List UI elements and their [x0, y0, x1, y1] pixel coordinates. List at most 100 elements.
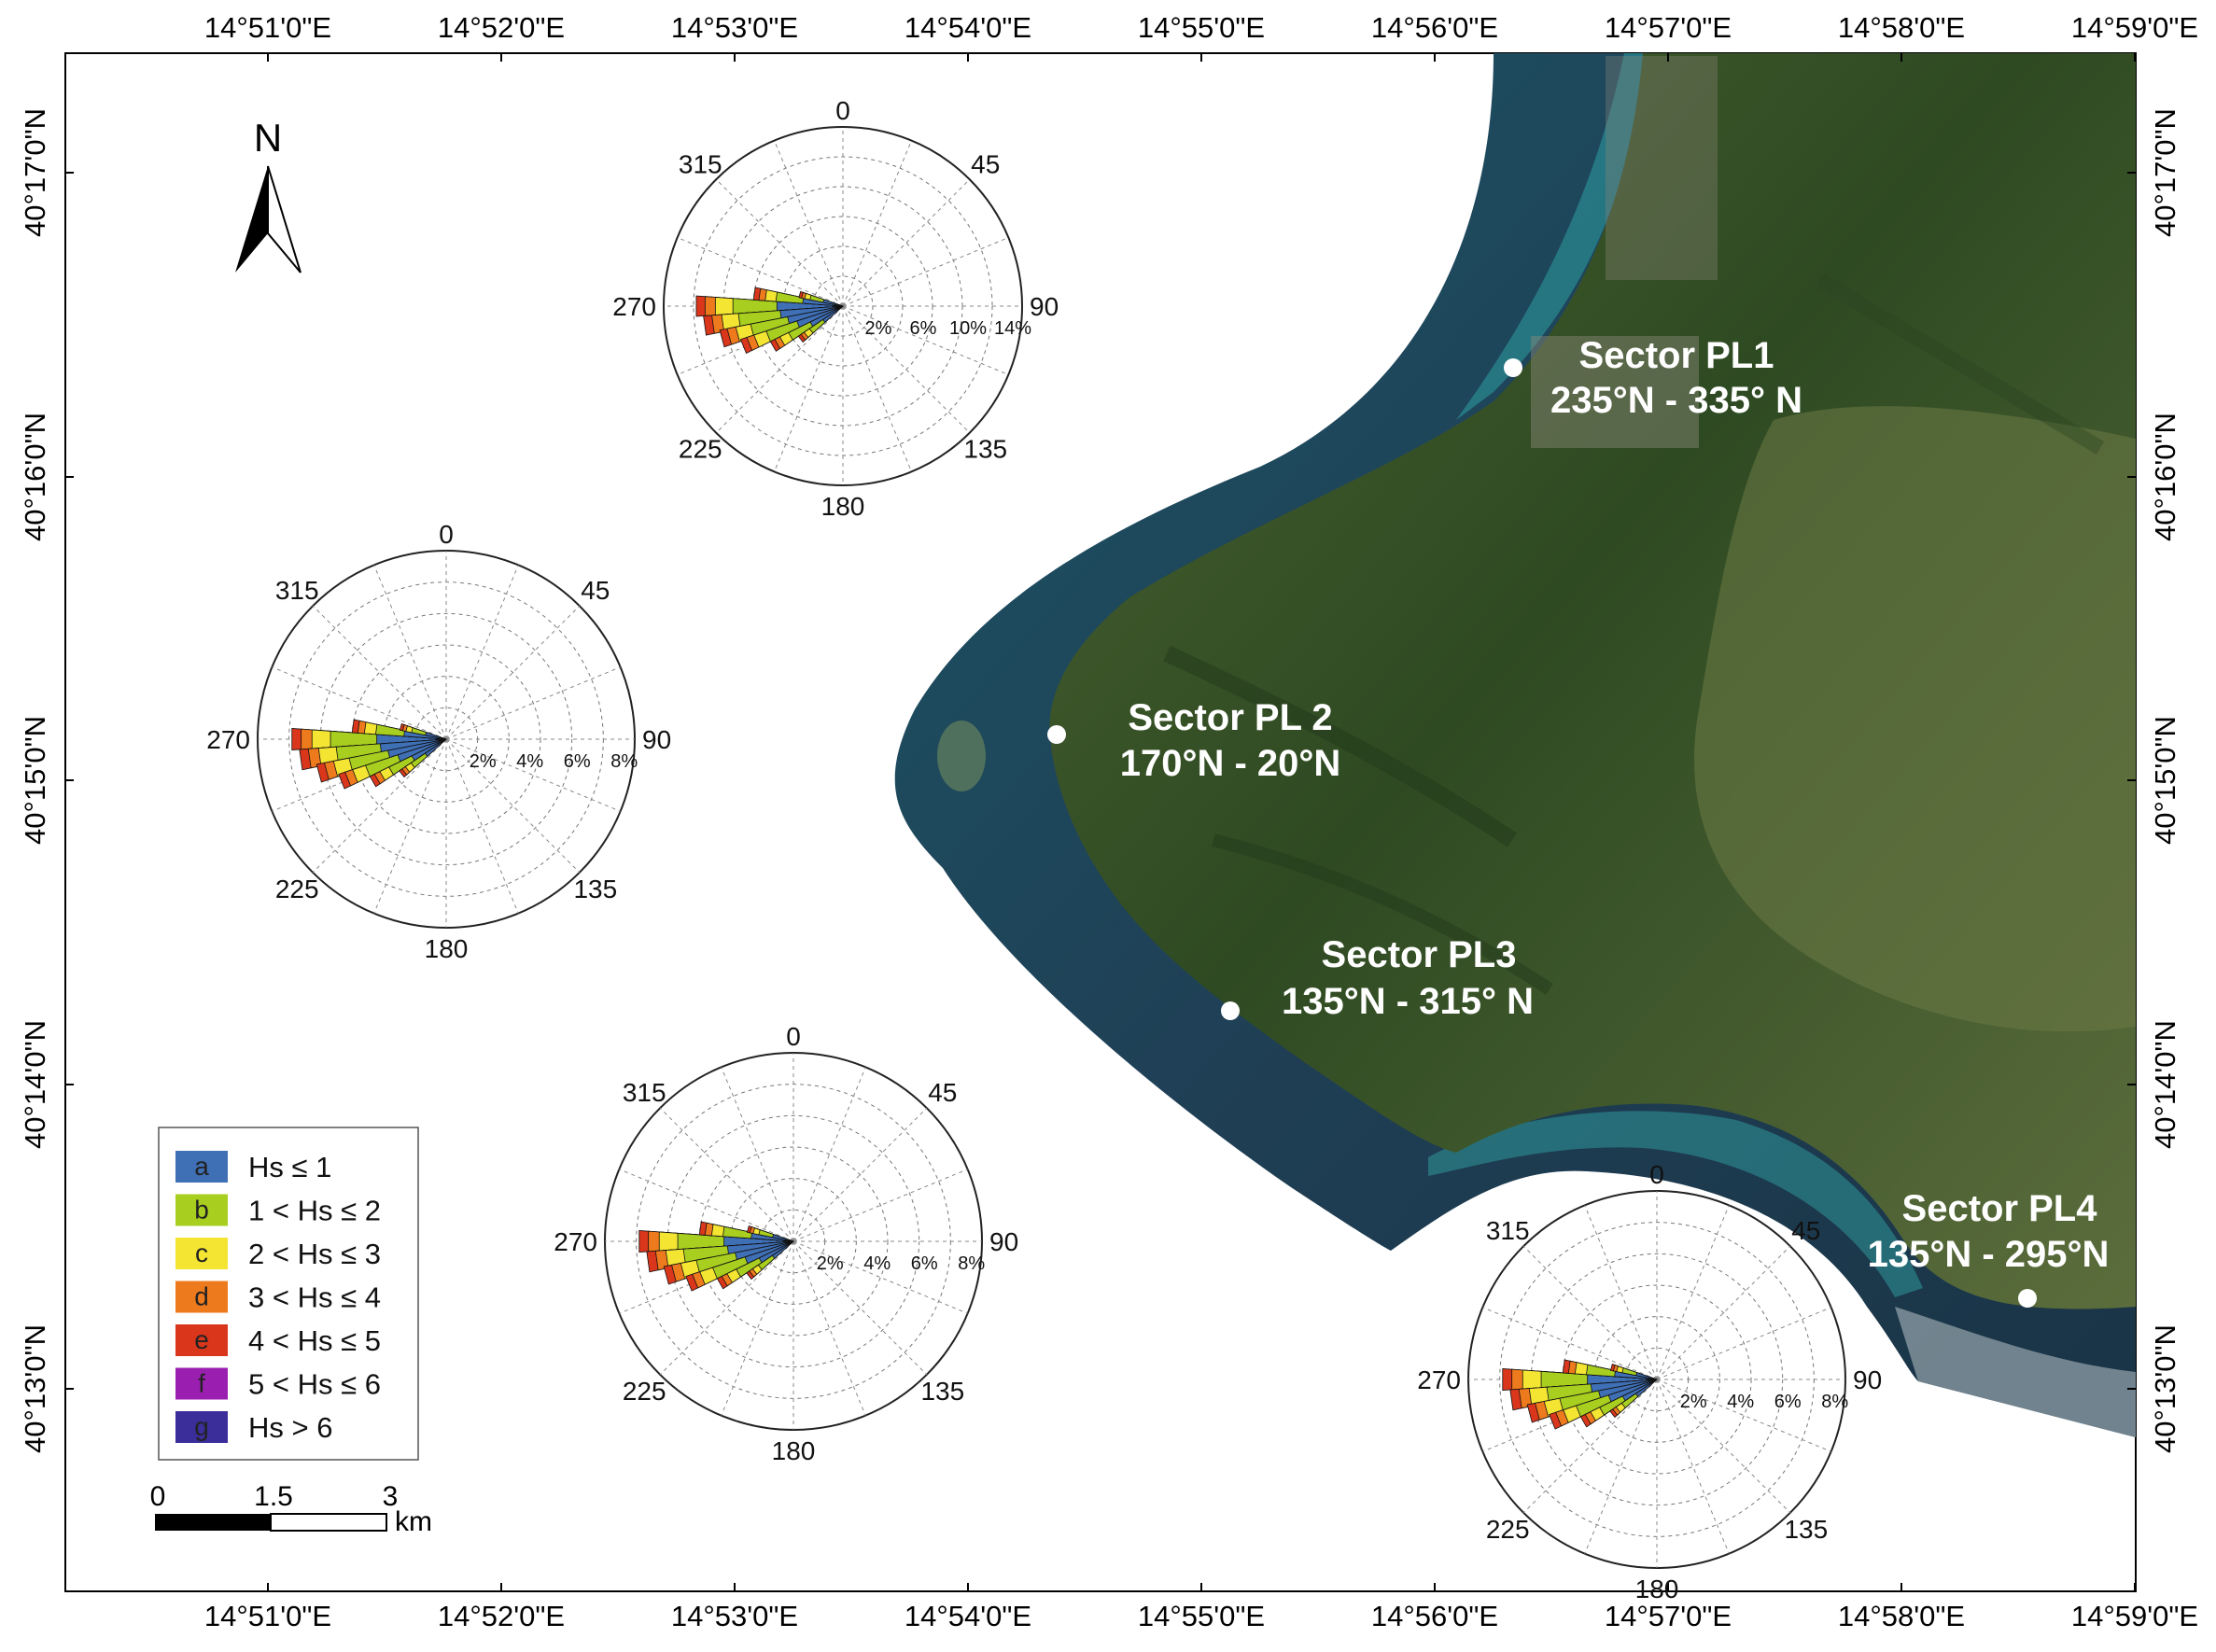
rose-spoke: [659, 1240, 794, 1376]
rose-spoke: [445, 738, 581, 874]
axis-label-right: 40°13'0"N: [2149, 1324, 2181, 1453]
axis-label-right: 40°17'0"N: [2149, 108, 2181, 237]
legend-swatch-a: [175, 1151, 228, 1183]
sea-glare: [1895, 1307, 2136, 1437]
rose-direction-label: 0: [1649, 1160, 1664, 1189]
rose-spoke: [774, 140, 844, 307]
scale-segment-white: [270, 1513, 387, 1532]
rose-direction-label: 315: [275, 576, 319, 605]
scale-tick-2: 3: [383, 1481, 399, 1512]
rose-direction-label: 180: [1635, 1575, 1679, 1603]
rose-direction-label: 225: [623, 1377, 666, 1406]
wave-roses: 0 45 90 135 180 225 270 315 2% 6% 10% 14% 0 45 90 135 18…: [206, 96, 1882, 1603]
rose-ring: [666, 1114, 920, 1368]
rose-direction-label: 180: [772, 1436, 816, 1465]
rose-spoke: [1656, 1379, 1831, 1452]
rose-spoke: [1656, 1245, 1791, 1380]
sector-range-pl3: 135°N - 315° N: [1282, 981, 1534, 1022]
rose-direction-label: 225: [679, 435, 722, 464]
rose-direction-label: 90: [1030, 292, 1059, 321]
rose-petal: [1634, 1379, 1658, 1397]
rose-spoke: [1656, 1379, 1791, 1514]
legend-swatch-c: [175, 1238, 228, 1269]
sector-point-pl1: [1504, 358, 1522, 377]
rose-spoke: [1482, 1307, 1658, 1380]
axis-label-left: 40°14'0"N: [19, 1020, 51, 1149]
rose-direction-label: 180: [821, 492, 865, 521]
rose-spoke: [1656, 1307, 1831, 1380]
rose-ring-label: 4%: [863, 1253, 891, 1274]
legend-key: b: [194, 1196, 209, 1225]
rose-spoke: [842, 305, 971, 434]
rose-ring: [319, 612, 573, 866]
rose-spoke: [312, 605, 447, 740]
north-label: N: [254, 116, 282, 160]
axis-label-top: 14°57'0"E: [1605, 11, 1732, 44]
sector-range-pl2: 170°N - 20°N: [1120, 743, 1341, 784]
axis-label-bottom: 14°57'0"E: [1605, 1600, 1732, 1632]
axis-label-left: 40°16'0"N: [19, 413, 51, 541]
rose-ring-label: 8%: [610, 751, 638, 772]
rose-ring-label: 2%: [865, 318, 892, 339]
rose-spoke: [445, 738, 519, 914]
rose-spoke: [792, 1240, 968, 1314]
wave-rose: 0 45 90 135 180 225 270 315 2% 4% 6% 8%: [206, 520, 671, 963]
axis-label-top: 14°51'0"E: [204, 11, 331, 44]
axis-label-bottom: 14°58'0"E: [1838, 1600, 1965, 1632]
rose-spoke: [792, 1067, 866, 1242]
rose-direction-label: 45: [1791, 1216, 1820, 1245]
urban-area: [1606, 56, 1718, 280]
sector-markers: Sector PL1 235°N - 335° N Sector PL 2 17…: [1047, 335, 2109, 1308]
sector-label-pl1: Sector PL1: [1579, 335, 1774, 376]
axis-label-bottom: 14°55'0"E: [1138, 1600, 1265, 1632]
sector-point-pl2: [1047, 725, 1066, 744]
axis-label-bottom: 14°51'0"E: [204, 1600, 331, 1632]
axis-label-left: 40°13'0"N: [19, 1324, 51, 1453]
legend-label: 5 < Hs ≤ 6: [248, 1368, 381, 1401]
rose-spoke: [842, 140, 912, 307]
rose-ring-label: 2%: [817, 1253, 844, 1274]
rose-direction-label: 90: [1853, 1365, 1882, 1394]
rose-spoke: [677, 237, 844, 307]
scale-tick-1: 1.5: [254, 1481, 293, 1512]
ridge: [1212, 833, 1553, 995]
axis-label-top: 14°56'0"E: [1371, 11, 1498, 44]
rose-spoke: [842, 178, 971, 307]
rose-spoke: [445, 565, 519, 740]
legend-label: Hs ≤ 1: [248, 1151, 331, 1183]
rose-ring-label: 4%: [516, 751, 543, 772]
rose-petal: [425, 732, 447, 740]
legend-label: 2 < Hs ≤ 3: [248, 1238, 381, 1270]
legend-label: 1 < Hs ≤ 2: [248, 1195, 381, 1227]
legend-swatch-e: [175, 1324, 228, 1356]
axis-label-top: 14°58'0"E: [1838, 11, 1965, 44]
rose-direction-label: 315: [623, 1078, 666, 1107]
rose-ring-label: 6%: [911, 1253, 938, 1274]
rose-spoke: [373, 738, 447, 914]
rose-petal: [822, 299, 844, 307]
axis-label-bottom: 14°59'0"E: [2071, 1600, 2198, 1632]
scale-tick-0: 0: [150, 1481, 166, 1512]
axis-label-bottom: 14°52'0"E: [438, 1600, 565, 1632]
rose-spoke: [272, 666, 447, 740]
rose-spoke: [842, 305, 1009, 375]
rose-ring: [698, 1146, 889, 1337]
sector-range-pl4: 135°N - 295°N: [1868, 1234, 2110, 1275]
rose-spoke: [1584, 1205, 1658, 1380]
rose-spoke: [619, 1169, 794, 1242]
rose-spoke: [792, 1240, 866, 1416]
legend-key: g: [194, 1412, 209, 1441]
axis-label-top: 14°52'0"E: [438, 11, 565, 44]
wave-rose: 0 45 90 135 180 225 270 315 2% 4% 6% 8%: [1417, 1160, 1882, 1603]
rose-ring-label: 8%: [1821, 1392, 1848, 1412]
rose-petal: [771, 1240, 794, 1259]
rose-ring-label: 2%: [1680, 1392, 1707, 1412]
rose-ring-label: 8%: [958, 1253, 985, 1274]
legend-label: 4 < Hs ≤ 5: [248, 1324, 381, 1357]
rose-direction-label: 45: [581, 576, 610, 605]
axis-label-bottom: 14°54'0"E: [905, 1600, 1031, 1632]
wave-rose: 0 45 90 135 180 225 270 315 2% 4% 6% 8%: [554, 1022, 1018, 1465]
rose-direction-label: 270: [206, 725, 250, 754]
ridge: [1163, 645, 1517, 847]
